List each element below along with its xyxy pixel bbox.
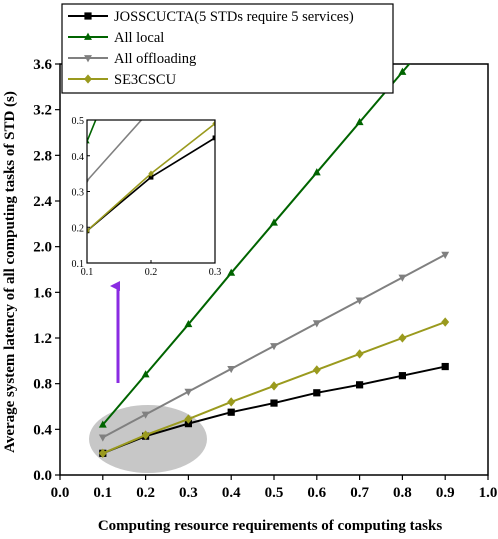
inset-point-se3cscu [148,170,154,177]
data-point-all-offloading [98,434,107,442]
data-point-se3cscu [98,448,107,458]
inset-point-josscucta-5-stds-require-5-services [469,14,474,19]
y-tick-label: 0.4 [33,422,52,438]
y-axis-title: Average system latency of all computing … [2,91,18,453]
legend-box [61,3,394,94]
x-tick-label: 0.9 [436,485,455,501]
x-tick-label: 0.6 [307,485,326,501]
inset-x-tick-label: 0.2 [145,267,158,278]
data-point-josscucta-5-stds-require-5-services [313,389,321,397]
x-tick-label: 0.1 [93,485,112,501]
x-axis-title: Computing resource requirements of compu… [98,518,442,534]
y-tick-label: 1.2 [33,331,52,347]
inset-y-tick-label: 0.1 [72,259,85,270]
data-point-all-offloading [312,320,321,328]
inset-plot: 0.1 0.2 0.3 0.1 0.2 0.3 0.4 0.5 [72,14,474,278]
data-point-all-offloading [270,343,278,351]
x-tick-label: 0.4 [222,485,241,501]
data-point-all-offloading [398,274,407,282]
x-tick-label: 0.7 [350,485,369,501]
legend-label-se3cscu: SE3CSCU [114,72,177,88]
y-tick-label: 3.2 [33,103,52,119]
legend-label-all-local: All local [114,30,164,46]
inset-x-tick-label: 0.1 [81,267,94,278]
data-point-all-local [227,268,236,276]
data-point-josscucta-5-stds-require-5-services [270,399,278,407]
inset-y-tick-label: 0.2 [72,223,85,234]
inset-line-josscucta-5-stds-require-5-services [87,136,215,232]
data-point-se3cscu [184,414,193,424]
data-point-josscucta-5-stds-require-5-services [227,408,235,416]
y-tick-label: 2.4 [33,194,52,210]
legend: JOSSCUCTA(5 STDs require 5 services) All … [61,3,394,94]
data-point-josscucta-5-stds-require-5-services [398,372,406,380]
y-tick-label: 1.6 [33,285,52,301]
inset-point-all-offloading [148,107,153,112]
y-tick-label: 0.8 [33,377,52,393]
data-point-josscucta-5-stds-require-5-services [356,381,364,389]
inset-y-tick-label: 0.4 [72,152,85,163]
inset-point-all-offloading [87,178,90,184]
x-tick-label: 0.0 [51,485,70,501]
data-point-all-local [441,17,449,24]
inset-point-se3cscu [87,227,90,234]
x-tick-label: 0.3 [179,485,198,501]
inset-point-josscucta-5-stds-require-5-services [148,174,154,180]
data-point-all-local [270,218,278,226]
data-point-josscucta-5-stds-require-5-services [441,362,449,371]
data-point-all-local [98,420,107,428]
data-point-se3cscu [312,365,321,375]
inset-y-tick-label: 0.3 [72,188,85,199]
inset-point-se3cscu [212,120,215,127]
data-point-all-local [355,117,364,126]
legend-marker-josscucta-5-stds-require-5-services [84,12,92,20]
legend-marker-all-local [84,32,92,40]
inset-line-se3cscu [87,122,215,232]
legend-label-all-offloading: All offloading [114,51,196,67]
inset-x-tick-label: 0.3 [209,267,222,278]
data-point-all-local [312,168,321,176]
y-tick-label: 2.0 [33,240,52,256]
data-point-se3cscu [398,333,407,343]
data-point-se3cscu [141,430,150,440]
legend-marker-all-offloading [84,55,92,63]
data-point-se3cscu [355,349,364,359]
data-point-all-local [141,370,150,378]
data-point-all-offloading [355,297,364,305]
data-point-all-local [398,67,407,75]
main-plot: 0.0 0.1 0.2 0.3 0.4 0.5 0.6 0.7 0.8 0.9 1.0 0.0 0.4… [33,17,498,501]
legend-marker-se3cscu [84,74,92,84]
inset-point-josscucta-5-stds-require-5-services [405,39,410,44]
y-tick-label: 0.0 [33,468,52,484]
y-tick-label: 3.6 [33,57,52,73]
data-point-all-offloading [227,365,236,374]
x-tick-label: 0.5 [265,485,284,501]
y-tick-label: 2.8 [33,148,52,164]
data-point-all-offloading [184,388,193,396]
data-point-se3cscu [227,397,236,407]
data-point-all-local [184,319,193,328]
inset-point-josscucta-5-stds-require-5-services [277,100,282,105]
data-point-se3cscu [270,381,278,391]
inset-point-all-local [87,138,90,144]
legend-label-josscucta-5-stds-require-5-services: JOSSCUCTA(5 STDs require 5 services) [114,9,354,25]
inset-y-tick-label: 0.5 [72,116,85,127]
x-tick-label: 0.8 [393,485,412,501]
data-point-all-offloading [441,251,450,259]
data-point-all-offloading [141,411,150,419]
x-tick-label: 1.0 [479,485,498,501]
x-tick-label: 0.2 [136,485,155,501]
data-point-se3cscu [441,317,450,327]
inset-point-josscucta-5-stds-require-5-services [212,135,215,141]
